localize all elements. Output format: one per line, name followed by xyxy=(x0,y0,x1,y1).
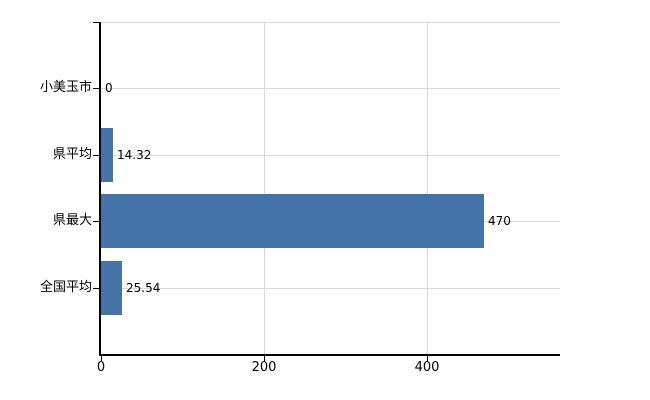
bar xyxy=(101,128,113,182)
y-axis-tick xyxy=(93,221,99,222)
x-tick-label: 400 xyxy=(414,360,440,375)
gridline-vertical xyxy=(427,22,428,354)
x-axis-line xyxy=(99,354,560,356)
x-axis-tick xyxy=(427,356,428,361)
value-label: 470 xyxy=(488,214,511,228)
y-axis-line xyxy=(99,22,101,354)
value-label: 14.32 xyxy=(117,148,152,162)
gridline-vertical xyxy=(264,22,265,354)
y-axis-tick xyxy=(93,288,99,289)
x-axis-tick xyxy=(264,356,265,361)
category-label: 県平均 xyxy=(52,147,92,162)
gridline-horizontal xyxy=(101,88,560,89)
y-axis-tick xyxy=(93,22,99,23)
x-tick-label: 0 xyxy=(96,360,106,375)
gridline-horizontal xyxy=(101,155,560,156)
value-label: 0 xyxy=(105,81,113,95)
value-label: 25.54 xyxy=(126,281,161,295)
gridline-horizontal xyxy=(101,288,560,289)
y-axis-tick xyxy=(93,155,99,156)
category-label: 県最大 xyxy=(52,213,92,228)
y-axis-tick xyxy=(93,88,99,89)
x-axis-tick xyxy=(101,356,102,361)
bar xyxy=(101,194,484,248)
plot-area: 0 14.32 470 25.54 xyxy=(101,22,560,354)
bar xyxy=(101,261,122,315)
x-tick-label: 200 xyxy=(251,360,277,375)
gridline-top xyxy=(101,22,560,23)
category-label: 全国平均 xyxy=(39,280,92,295)
category-label: 小美玉市 xyxy=(39,80,92,95)
